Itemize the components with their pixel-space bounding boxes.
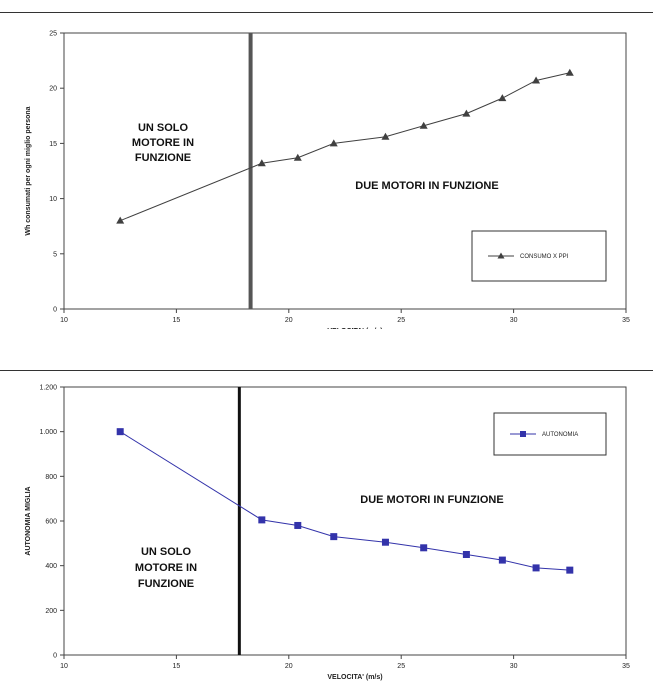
data-point (381, 132, 390, 140)
data-point (566, 566, 574, 574)
data-point (293, 153, 302, 161)
annotation-two-motors: DUE MOTORI IN FUNZIONE (355, 180, 498, 192)
y-tick-label: 5 (53, 251, 57, 258)
x-tick-label: 25 (397, 663, 405, 670)
annotation-line: MOTORE IN (135, 562, 197, 574)
y-tick-label: 0 (53, 307, 57, 314)
annotation-two-motors: DUE MOTORI IN FUNZIONE (360, 494, 503, 506)
annotation-line: MOTORE IN (132, 137, 194, 149)
y-tick-label: 25 (49, 31, 57, 38)
annotation-line: DUE MOTORI IN FUNZIONE (355, 180, 498, 192)
data-point (381, 538, 389, 546)
legend-label: AUTONOMIA (542, 432, 578, 438)
series-line (119, 431, 570, 571)
data-point (462, 551, 470, 558)
data-point (498, 556, 506, 564)
x-tick-label: 10 (60, 317, 68, 324)
data-point (116, 216, 125, 224)
data-point (419, 121, 428, 129)
x-tick-label: 35 (622, 663, 630, 670)
x-axis-label: VELOCITA' (m/s) (327, 328, 382, 329)
data-point (257, 159, 266, 167)
data-point (116, 428, 124, 436)
chart-panel-autonomy: 0 200 400 600 800 1.000 1.200 10 15 20 25 30 35 VELOC… (0, 370, 653, 697)
data-point (258, 516, 266, 524)
y-tick-label: 0 (53, 653, 57, 660)
data-point (329, 139, 338, 147)
autonomy-chart: 0 200 400 600 800 1.000 1.200 10 15 20 25 30 35 VELOC… (25, 385, 630, 682)
y-tick-label: 1.200 (39, 385, 57, 392)
annotation-one-motor: UN SOLO MOTORE IN FUNZIONE (135, 546, 197, 590)
consumption-chart: 0 5 10 15 20 25 10 15 20 25 30 35 VELOCITA' (m/s) Wh … (25, 31, 630, 330)
series-line (120, 72, 570, 222)
legend-swatch-marker (497, 252, 505, 259)
data-point (462, 109, 471, 117)
annotation-one-motor: UN SOLO MOTORE IN FUNZIONE (132, 122, 194, 164)
y-tick-label: 20 (49, 86, 57, 93)
y-tick-label: 800 (45, 474, 57, 481)
x-tick-label: 20 (285, 317, 293, 324)
annotation-line: UN SOLO (141, 546, 192, 558)
y-axis-label: AUTONOMIA MIGLIA (25, 486, 32, 555)
data-point (532, 564, 540, 572)
annotation-line: FUNZIONE (138, 578, 194, 590)
annotation-line: DUE MOTORI IN FUNZIONE (360, 494, 503, 506)
y-axis-label: Wh consumati per ogni miglio persona (25, 106, 32, 235)
y-tick-label: 200 (45, 608, 57, 615)
x-tick-label: 15 (173, 317, 181, 324)
x-tick-label: 35 (622, 317, 630, 324)
data-point (420, 544, 428, 552)
x-tick-label: 30 (510, 663, 518, 670)
data-point (532, 76, 541, 84)
y-tick-label: 10 (49, 196, 57, 203)
data-point (330, 533, 338, 541)
chart-panel-consumption: 0 5 10 15 20 25 10 15 20 25 30 35 VELOCITA' (m/s) Wh … (0, 12, 653, 330)
data-point (498, 94, 507, 102)
x-tick-label: 20 (285, 663, 293, 670)
x-tick-label: 30 (510, 317, 518, 324)
x-tick-label: 10 (60, 663, 68, 670)
y-tick-label: 400 (45, 563, 57, 570)
annotation-line: FUNZIONE (135, 152, 191, 164)
y-tick-label: 15 (49, 141, 57, 148)
data-point (294, 521, 302, 529)
data-point (565, 68, 574, 76)
x-tick-label: 25 (397, 317, 405, 324)
x-axis-label: VELOCITA' (m/s) (327, 674, 382, 681)
y-tick-label: 600 (45, 519, 57, 526)
legend-label: CONSUMO X PPI (520, 254, 569, 260)
legend-swatch-marker (520, 431, 526, 437)
annotation-line: UN SOLO (138, 122, 189, 134)
y-tick-label: 1.000 (39, 429, 57, 436)
x-tick-label: 15 (173, 663, 181, 670)
